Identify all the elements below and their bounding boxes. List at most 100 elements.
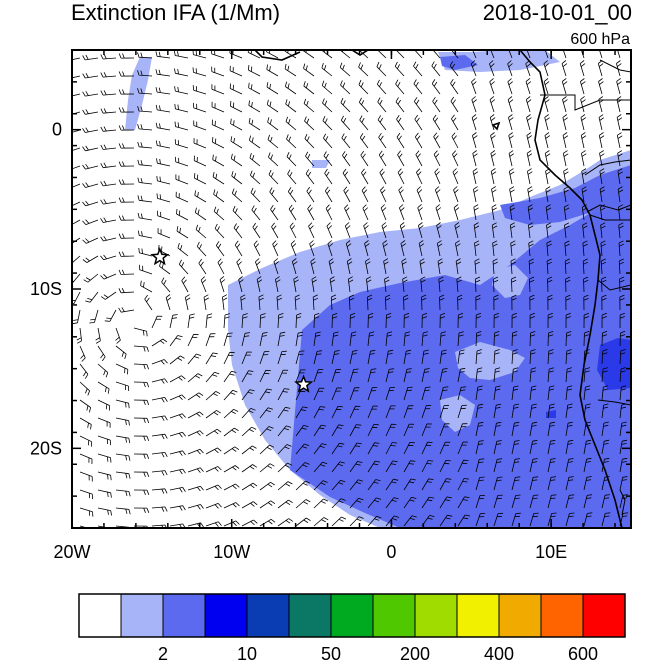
wind-barb — [457, 331, 464, 347]
wind-barb — [439, 496, 452, 509]
wind-barb — [276, 294, 282, 311]
wind-barb — [508, 150, 515, 167]
wind-barb — [347, 276, 354, 293]
wind-barb — [601, 349, 608, 365]
wind-barb — [187, 448, 204, 455]
wind-barb — [616, 78, 622, 95]
wind-barb — [367, 479, 381, 491]
wind-barb — [365, 258, 371, 275]
wind-barb — [547, 276, 553, 293]
wind-barb — [118, 179, 135, 185]
wind-barb — [241, 313, 248, 329]
wind-barb — [507, 78, 513, 95]
wind-barb — [275, 276, 281, 293]
wind-barb — [133, 381, 150, 388]
wind-barb — [259, 332, 268, 347]
wind-barb — [72, 93, 81, 97]
wind-barb — [433, 150, 441, 167]
wind-barb — [175, 174, 189, 185]
wind-barb — [475, 494, 485, 509]
wind-barb — [342, 151, 351, 167]
wind-barb — [155, 122, 171, 131]
wind-barb — [403, 423, 415, 437]
wind-barb — [277, 388, 290, 401]
wind-barb — [79, 363, 89, 379]
wind-barb — [600, 222, 606, 239]
wind-barb — [526, 114, 532, 131]
wind-barb — [118, 161, 135, 167]
wind-barb — [307, 204, 315, 221]
x-tick-label: 10E — [535, 542, 567, 562]
wind-barb — [601, 330, 608, 347]
wind-barb — [217, 258, 225, 275]
wind-barb — [455, 258, 462, 275]
wind-barb — [223, 465, 240, 473]
wind-barb — [491, 204, 497, 221]
wind-barb — [403, 442, 415, 455]
wind-barb — [72, 129, 81, 133]
wind-barb — [493, 312, 500, 329]
wind-barb — [565, 458, 574, 473]
wind-barb — [529, 294, 535, 311]
wind-barb — [617, 150, 623, 167]
wind-barb — [525, 96, 532, 113]
wind-barb — [457, 367, 466, 383]
wind-barb — [547, 385, 555, 401]
colorbar-label: 400 — [484, 644, 514, 664]
wind-barb — [583, 421, 591, 437]
wind-barb — [489, 78, 495, 95]
wind-barb — [151, 506, 168, 512]
wind-barb — [457, 386, 467, 401]
wind-barb — [414, 132, 423, 149]
wind-barb — [252, 222, 261, 239]
wind-barb — [598, 132, 605, 149]
wind-barb — [565, 331, 572, 347]
wind-barb — [421, 312, 428, 329]
wind-barb — [313, 480, 328, 491]
wind-barb — [601, 312, 607, 329]
wind-barb — [451, 132, 459, 149]
wind-barb — [601, 276, 607, 293]
wind-barb — [511, 312, 517, 329]
wind-barb — [72, 255, 81, 264]
wind-barb — [367, 368, 377, 383]
wind-barb — [72, 291, 81, 304]
wind-barb — [169, 468, 186, 475]
wind-barb — [580, 114, 587, 131]
wind-barb — [100, 72, 117, 78]
wind-barb — [115, 489, 131, 497]
wind-barb — [544, 132, 551, 149]
wind-barb — [547, 458, 556, 473]
wind-barb — [416, 168, 423, 185]
wind-barb — [493, 367, 501, 383]
wind-barb — [193, 120, 207, 131]
wind-barb — [344, 222, 351, 239]
wind-barb — [277, 444, 292, 455]
wind-barb — [181, 276, 189, 293]
wind-barb — [358, 79, 369, 95]
wind-barb — [82, 54, 99, 61]
wind-barb — [79, 345, 86, 362]
wind-barb — [527, 168, 533, 185]
wind-barb — [439, 514, 453, 527]
wind-barb — [273, 258, 280, 275]
wind-barb — [565, 312, 571, 329]
wind-barb — [348, 294, 355, 311]
wind-barb — [175, 191, 189, 203]
wind-barb — [137, 52, 153, 59]
wind-barb — [176, 208, 189, 221]
wind-barb — [475, 367, 483, 383]
wind-barb — [525, 60, 531, 77]
wind-barb — [385, 442, 398, 455]
wind-barb — [331, 498, 346, 509]
wind-barb — [511, 331, 518, 347]
wind-barb — [359, 115, 369, 131]
wind-barb — [544, 150, 551, 167]
wind-barb — [343, 186, 351, 203]
wind-barb — [420, 276, 426, 293]
wind-barb — [489, 114, 496, 131]
wind-barb — [511, 512, 521, 527]
wind-barb — [434, 186, 441, 203]
wind-barb — [565, 367, 573, 383]
wind-barb — [200, 276, 207, 293]
